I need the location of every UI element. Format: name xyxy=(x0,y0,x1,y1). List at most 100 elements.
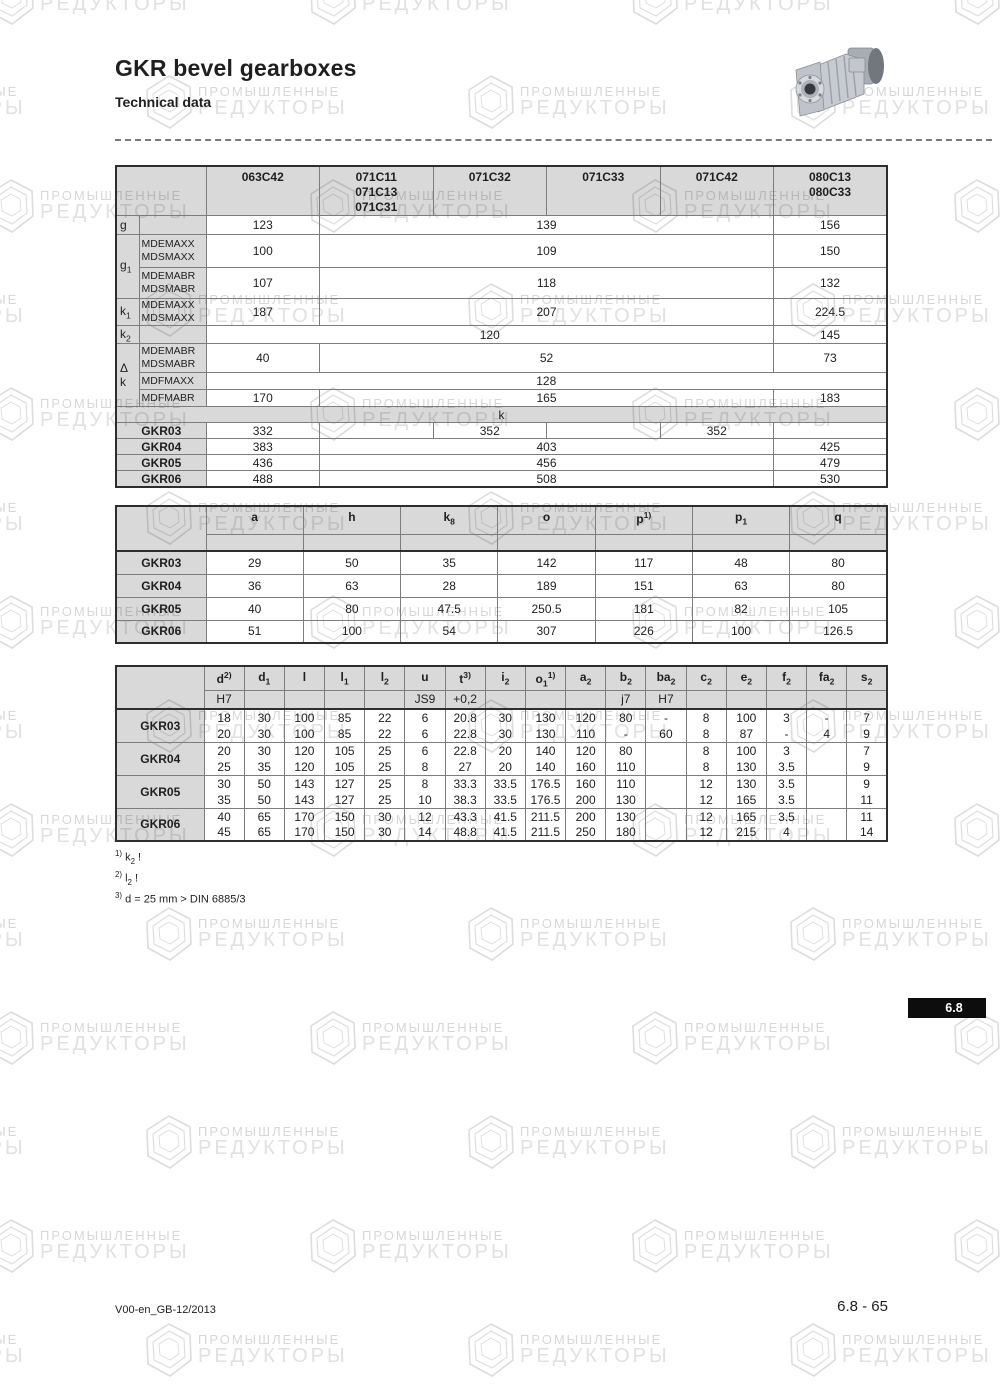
data-cell: 7 xyxy=(846,741,888,759)
data-cell: 130 xyxy=(605,791,647,809)
data-cell: 3.5 xyxy=(765,774,808,792)
data-cell: 18 xyxy=(203,708,245,726)
data-cell: 120 xyxy=(565,741,607,759)
data-cell: 207 xyxy=(319,297,774,327)
data-cell: 41.5 xyxy=(484,824,526,842)
data-cell: 6 xyxy=(404,741,446,759)
data-cell: 52 xyxy=(319,343,774,374)
row-label: k1 xyxy=(115,297,140,327)
data-cell: 128 xyxy=(205,372,888,391)
data-cell: 123 xyxy=(205,215,320,235)
data-cell: 47.5 xyxy=(400,596,499,621)
table: 063C42 071C11 071C13 071C31 071C32 071C33 07… xyxy=(115,165,888,488)
data-cell: 170 xyxy=(283,807,326,825)
data-cell: 165 xyxy=(725,791,767,809)
row-label: MDEMAXX MDSMAXX xyxy=(138,297,207,327)
row-label xyxy=(115,505,207,552)
gearbox-product-image xyxy=(795,47,884,117)
data-cell: 85 xyxy=(324,725,366,743)
col-header: fa2 xyxy=(806,665,848,691)
row-label: GKR03 xyxy=(115,550,207,575)
data-cell: 20 xyxy=(203,725,245,743)
data-cell: 50 xyxy=(302,550,402,575)
col-header: h xyxy=(302,505,402,535)
data-cell: 110 xyxy=(605,774,647,792)
col-header xyxy=(302,533,402,552)
gearbox-main-dimensions-table: a h k8 o p1) p1 q GKR03 29 50 35 142 117 48 80 GKR04 36 6… xyxy=(115,505,888,644)
data-cell: 14 xyxy=(846,824,888,842)
page-title: GKR bevel gearboxes xyxy=(115,55,357,81)
data-cell: 63 xyxy=(691,573,791,598)
data-cell xyxy=(645,758,687,776)
table: a h k8 o p1) p1 q GKR03 29 50 35 142 117 48 80 GKR04 36 6… xyxy=(115,505,888,644)
col-header: 071C33 xyxy=(546,165,661,216)
data-cell: 22 xyxy=(364,725,406,743)
data-cell: 28 xyxy=(400,573,499,598)
data-cell: 30 xyxy=(243,741,285,759)
data-cell: 8 xyxy=(685,758,727,776)
data-cell: 80 xyxy=(789,550,888,575)
data-cell: 8 xyxy=(404,758,446,776)
data-cell: 150 xyxy=(773,234,888,268)
data-cell: 22.8 xyxy=(444,741,486,759)
data-cell: 508 xyxy=(319,470,774,488)
data-cell: 132 xyxy=(773,267,888,299)
data-cell: 130 xyxy=(524,725,567,743)
data-cell: 12 xyxy=(404,807,446,825)
data-cell xyxy=(806,824,848,842)
data-cell: 250.5 xyxy=(497,596,596,621)
data-cell: 130 xyxy=(725,774,767,792)
data-cell: 80 xyxy=(605,741,647,759)
data-cell: 45 xyxy=(203,824,245,842)
data-cell: 25 xyxy=(364,791,406,809)
data-cell: 12 xyxy=(685,807,727,825)
row-label: GKR05 xyxy=(115,454,207,472)
footer-page-number: 6.8 - 65 xyxy=(837,1298,888,1315)
data-cell: 8 xyxy=(685,708,727,726)
data-cell: 73 xyxy=(773,343,888,374)
data-cell xyxy=(645,774,687,792)
data-cell: 100 xyxy=(691,619,791,644)
data-cell: 11 xyxy=(846,791,888,809)
data-cell: 183 xyxy=(773,389,888,408)
data-cell: 8 xyxy=(685,725,727,743)
data-cell: 54 xyxy=(400,619,499,644)
data-cell: 6 xyxy=(404,708,446,726)
data-cell: 3.5 xyxy=(765,758,808,776)
row-label: MDEMAXX MDSMAXX xyxy=(138,234,207,268)
data-cell xyxy=(806,807,848,825)
data-cell: 100 xyxy=(725,741,767,759)
data-cell: 4 xyxy=(806,725,848,743)
col-header: l xyxy=(283,665,326,691)
data-cell: 200 xyxy=(565,791,607,809)
col-header xyxy=(324,689,366,710)
data-cell: 181 xyxy=(594,596,693,621)
data-cell: 100 xyxy=(283,708,326,726)
col-header xyxy=(364,689,406,710)
data-cell: 3.5 xyxy=(765,807,808,825)
data-cell: 142 xyxy=(497,550,596,575)
data-cell xyxy=(645,824,687,842)
col-header xyxy=(283,689,326,710)
row-label: GKR04 xyxy=(115,438,207,456)
data-cell: - xyxy=(806,708,848,726)
data-cell: 7 xyxy=(846,708,888,726)
data-cell: 33.3 xyxy=(444,774,486,792)
data-cell: 140 xyxy=(524,741,567,759)
col-header: 071C32 xyxy=(432,165,547,216)
data-cell: 117 xyxy=(594,550,693,575)
col-header: d2) xyxy=(203,665,245,691)
row-label xyxy=(115,665,205,710)
col-header: a2 xyxy=(565,665,607,691)
shaft-dimensions-table: d2) d1 l l1 l2 u t3) i2 o11) a2 b2 ba2 c2 e2 f2 fa2 s2 H7… xyxy=(115,665,888,842)
data-cell: 43.3 xyxy=(444,807,486,825)
row-label: g1 xyxy=(115,234,140,299)
data-cell xyxy=(806,758,848,776)
footer-doc-code: V00-en_GB-12/2013 xyxy=(115,1304,216,1316)
col-header: p1) xyxy=(594,505,693,535)
data-cell: 143 xyxy=(283,791,326,809)
data-cell xyxy=(546,422,661,440)
row-label: GKR03 xyxy=(115,422,207,440)
data-cell: 80 xyxy=(605,708,647,726)
data-cell: 127 xyxy=(324,774,366,792)
